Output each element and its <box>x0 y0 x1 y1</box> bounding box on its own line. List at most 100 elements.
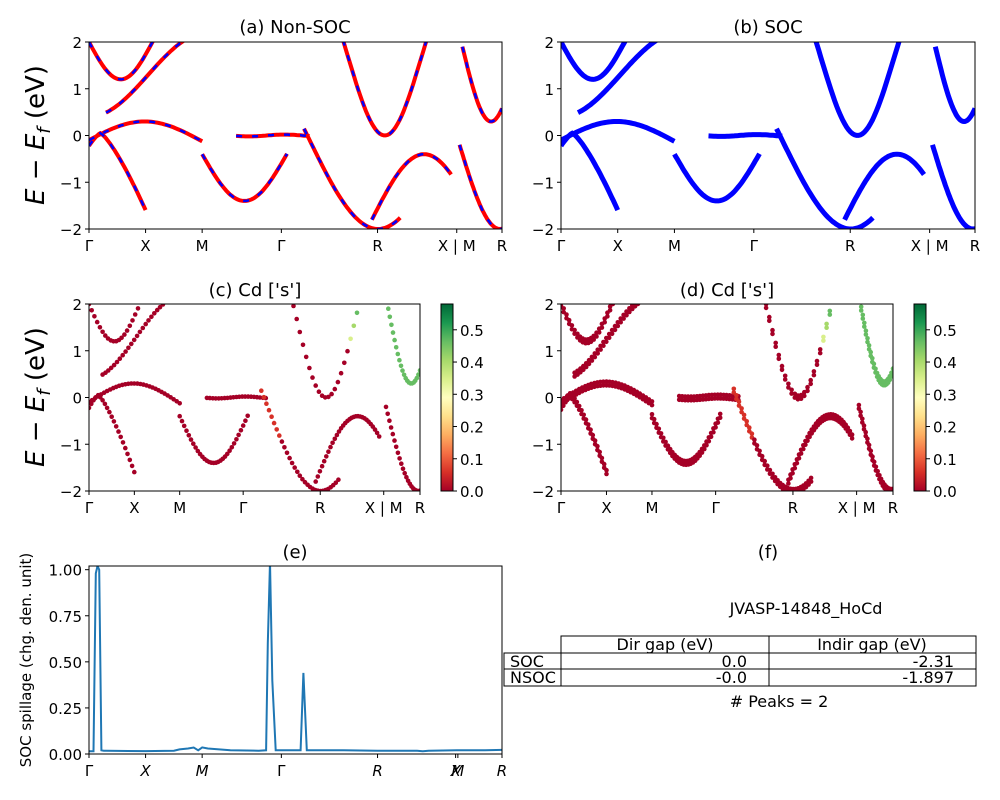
band-point <box>184 292 189 297</box>
band-point <box>827 308 833 314</box>
band-point <box>89 405 92 411</box>
x-tick-label: M <box>196 762 209 780</box>
x-tick-label: R <box>788 499 798 517</box>
x-tick-label: R <box>497 762 507 780</box>
band-point <box>647 295 652 300</box>
band-point <box>808 475 814 481</box>
band-point <box>269 414 274 420</box>
band-point <box>862 324 867 329</box>
band-line <box>561 119 676 144</box>
band-point <box>351 323 357 329</box>
colorbar-tick-label: 0.2 <box>933 419 957 437</box>
y-tick-label: −2 <box>532 221 554 239</box>
band-point <box>624 312 629 318</box>
band-point <box>592 354 598 360</box>
band-point <box>650 295 655 300</box>
band-point <box>636 298 641 303</box>
band-point <box>315 474 321 479</box>
band-point <box>865 436 870 442</box>
band-point <box>715 420 721 425</box>
band-point <box>245 413 250 419</box>
band-point <box>119 335 124 341</box>
band-point <box>802 393 807 399</box>
band-point <box>860 416 865 422</box>
x-tick-label: Γ <box>557 499 566 517</box>
band-point <box>770 331 775 337</box>
band-point <box>123 349 128 354</box>
y-axis-label-spillage: SOC spillage (chg. den. unit) <box>17 553 35 768</box>
band-point <box>390 330 396 335</box>
band-point <box>713 425 718 430</box>
band-point <box>300 476 305 482</box>
band-point <box>779 363 785 369</box>
colorbar-d <box>913 303 927 492</box>
x-tick-label: Γ <box>277 237 286 255</box>
y-tick-label: −2 <box>532 483 554 501</box>
panel-a-bands <box>89 42 502 229</box>
band-line <box>813 42 902 138</box>
band-point <box>307 365 312 371</box>
band-point <box>354 310 360 316</box>
y-tick-label: −1 <box>532 174 554 192</box>
band-point <box>317 469 323 474</box>
y-tick-label: −2 <box>60 221 82 239</box>
band-point <box>397 357 402 363</box>
band-point <box>589 358 595 363</box>
band-point <box>175 293 180 298</box>
band-point <box>789 387 794 393</box>
x-tick-label: Γ <box>85 762 94 780</box>
y-tick-label: 0.50 <box>49 654 82 672</box>
table-cell: -1.897 <box>902 668 954 687</box>
band-point <box>611 298 616 303</box>
band-point <box>598 347 603 352</box>
y-tick-label: 2 <box>544 34 554 52</box>
y-tick-label: 2 <box>544 296 554 314</box>
band-point <box>310 375 315 380</box>
band-point <box>798 451 804 456</box>
band-line <box>932 46 975 125</box>
band-point <box>330 440 335 446</box>
band-point <box>89 401 94 407</box>
band-point <box>604 471 609 477</box>
band-point <box>157 304 163 310</box>
colorbar-tick-label: 0.4 <box>460 354 484 372</box>
band-point <box>111 419 117 424</box>
band-line <box>672 152 762 204</box>
band-point <box>399 461 404 467</box>
band-point <box>658 431 664 436</box>
band-point <box>868 349 873 355</box>
band-point <box>840 263 845 268</box>
x-tick-label: X <box>129 499 139 517</box>
band-point <box>227 448 232 454</box>
y-tick-label: −2 <box>60 483 82 501</box>
band-point <box>870 356 875 361</box>
band-point <box>837 277 842 282</box>
band-point <box>282 445 287 450</box>
band-point <box>316 389 322 395</box>
y-tick-label: 1 <box>72 343 82 361</box>
band-point <box>333 480 339 486</box>
band-point <box>873 366 878 372</box>
band-point <box>642 294 647 299</box>
colorbar-tick-label: 0.5 <box>933 322 957 340</box>
band-point <box>572 396 577 401</box>
band-point <box>805 384 810 390</box>
band-point <box>803 442 808 448</box>
band-point <box>863 328 869 334</box>
band-point <box>594 334 599 339</box>
band-point <box>123 445 128 451</box>
band-point <box>386 306 391 312</box>
band-point <box>808 381 813 387</box>
band-point <box>805 438 810 444</box>
band-point <box>261 394 267 400</box>
band-point <box>770 327 775 333</box>
band-point <box>259 388 264 394</box>
band-point <box>313 383 319 388</box>
band-point <box>100 329 105 335</box>
colorbar-tick-label: 0.4 <box>933 354 957 372</box>
band-point <box>871 459 877 465</box>
band-point <box>137 329 143 335</box>
band-point <box>613 292 618 297</box>
table-row-label: NSOC <box>510 668 556 687</box>
